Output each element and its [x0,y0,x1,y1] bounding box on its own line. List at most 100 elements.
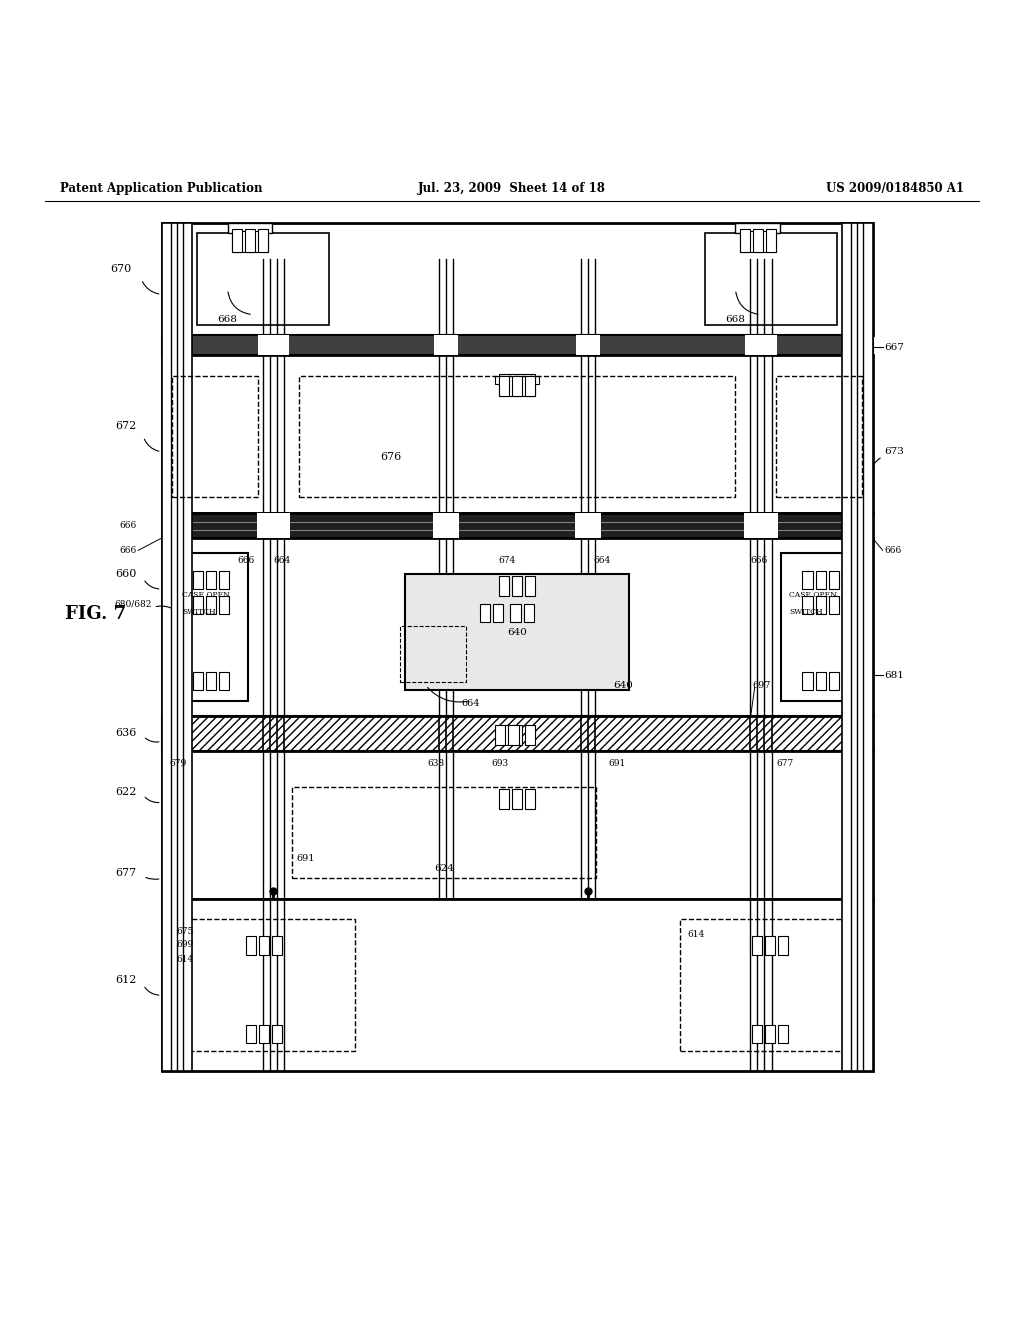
Bar [219,672,229,690]
Bar [162,539,872,715]
Bar [778,936,788,954]
Bar [512,576,522,597]
Bar [745,335,776,355]
Text: 636: 636 [115,729,136,738]
Bar [765,1024,775,1043]
Text: 668: 668 [725,315,745,325]
Bar [816,570,825,589]
Text: 624: 624 [434,863,454,873]
Bar [227,223,272,234]
Text: 691: 691 [608,759,626,768]
Text: 640: 640 [507,627,527,636]
Bar [245,230,255,252]
Text: 691: 691 [297,854,315,862]
Text: 614: 614 [688,929,705,939]
Bar [259,1024,269,1043]
Bar [803,597,813,614]
Bar [525,576,536,597]
Bar [219,570,229,589]
Bar [499,376,509,396]
Bar [198,234,329,325]
Bar [776,376,862,498]
Bar [193,672,203,690]
Bar [258,230,268,252]
Bar [206,570,216,589]
Bar [162,223,872,335]
Bar [246,1024,256,1043]
Bar [803,570,813,589]
Bar [219,597,229,614]
Text: 666: 666 [238,556,255,565]
Bar [434,335,458,355]
Text: 666: 666 [119,545,136,554]
Bar [162,715,872,751]
Text: 699: 699 [177,940,195,949]
Text: Patent Application Publication: Patent Application Publication [60,182,262,195]
Text: 664: 664 [273,556,291,565]
Bar [753,230,763,252]
Bar [575,335,600,355]
Bar [206,672,216,690]
Bar [174,553,248,701]
Bar [292,787,596,878]
Bar [400,627,466,682]
Text: 664: 664 [461,700,479,708]
Text: 673: 673 [885,447,904,457]
Bar [574,512,601,539]
Bar [231,230,242,252]
Text: 666: 666 [119,521,136,531]
Text: 660: 660 [115,569,136,578]
Text: 672: 672 [115,421,136,432]
Text: 677: 677 [776,759,794,768]
Bar [512,376,522,396]
Bar [816,672,825,690]
Text: CASE OPEN: CASE OPEN [182,590,229,598]
Text: 681: 681 [885,671,904,680]
Bar [162,751,872,899]
Text: 622: 622 [115,787,136,797]
Bar [828,597,839,614]
Bar [162,512,872,539]
Bar [259,936,269,954]
Bar [495,376,540,384]
Text: 670: 670 [110,264,131,275]
Bar [499,725,509,746]
Text: 638: 638 [427,759,444,768]
Bar [828,570,839,589]
Bar [231,231,268,252]
Text: 640: 640 [613,681,634,690]
Text: 680/682: 680/682 [114,599,152,609]
Bar [752,936,762,954]
Bar [511,605,520,623]
Bar [525,789,536,809]
Bar [162,335,872,355]
Text: 668: 668 [217,315,238,325]
Text: Jul. 23, 2009  Sheet 14 of 18: Jul. 23, 2009 Sheet 14 of 18 [418,182,606,195]
Text: CASE OPEN: CASE OPEN [790,590,838,598]
Text: 612: 612 [115,975,136,985]
Bar [257,512,290,539]
Text: 677: 677 [115,869,136,878]
Text: 667: 667 [885,343,904,351]
Text: 693: 693 [492,759,509,768]
Text: 666: 666 [751,556,768,565]
Bar [499,789,509,809]
Text: 664: 664 [593,556,610,565]
Bar [842,223,872,1072]
Bar [162,355,872,512]
Text: FIG. 7: FIG. 7 [66,606,126,623]
Bar [162,715,872,751]
Bar [272,936,283,954]
Text: 675: 675 [177,927,195,936]
Bar [174,919,354,1051]
Bar [525,376,536,396]
Bar [246,936,256,954]
Bar [499,374,536,396]
Bar [816,597,825,614]
Text: SWITCH: SWITCH [790,609,823,616]
Bar [525,725,536,746]
Bar [803,672,813,690]
Bar [258,335,289,355]
Bar [680,919,860,1051]
Bar [778,1024,788,1043]
